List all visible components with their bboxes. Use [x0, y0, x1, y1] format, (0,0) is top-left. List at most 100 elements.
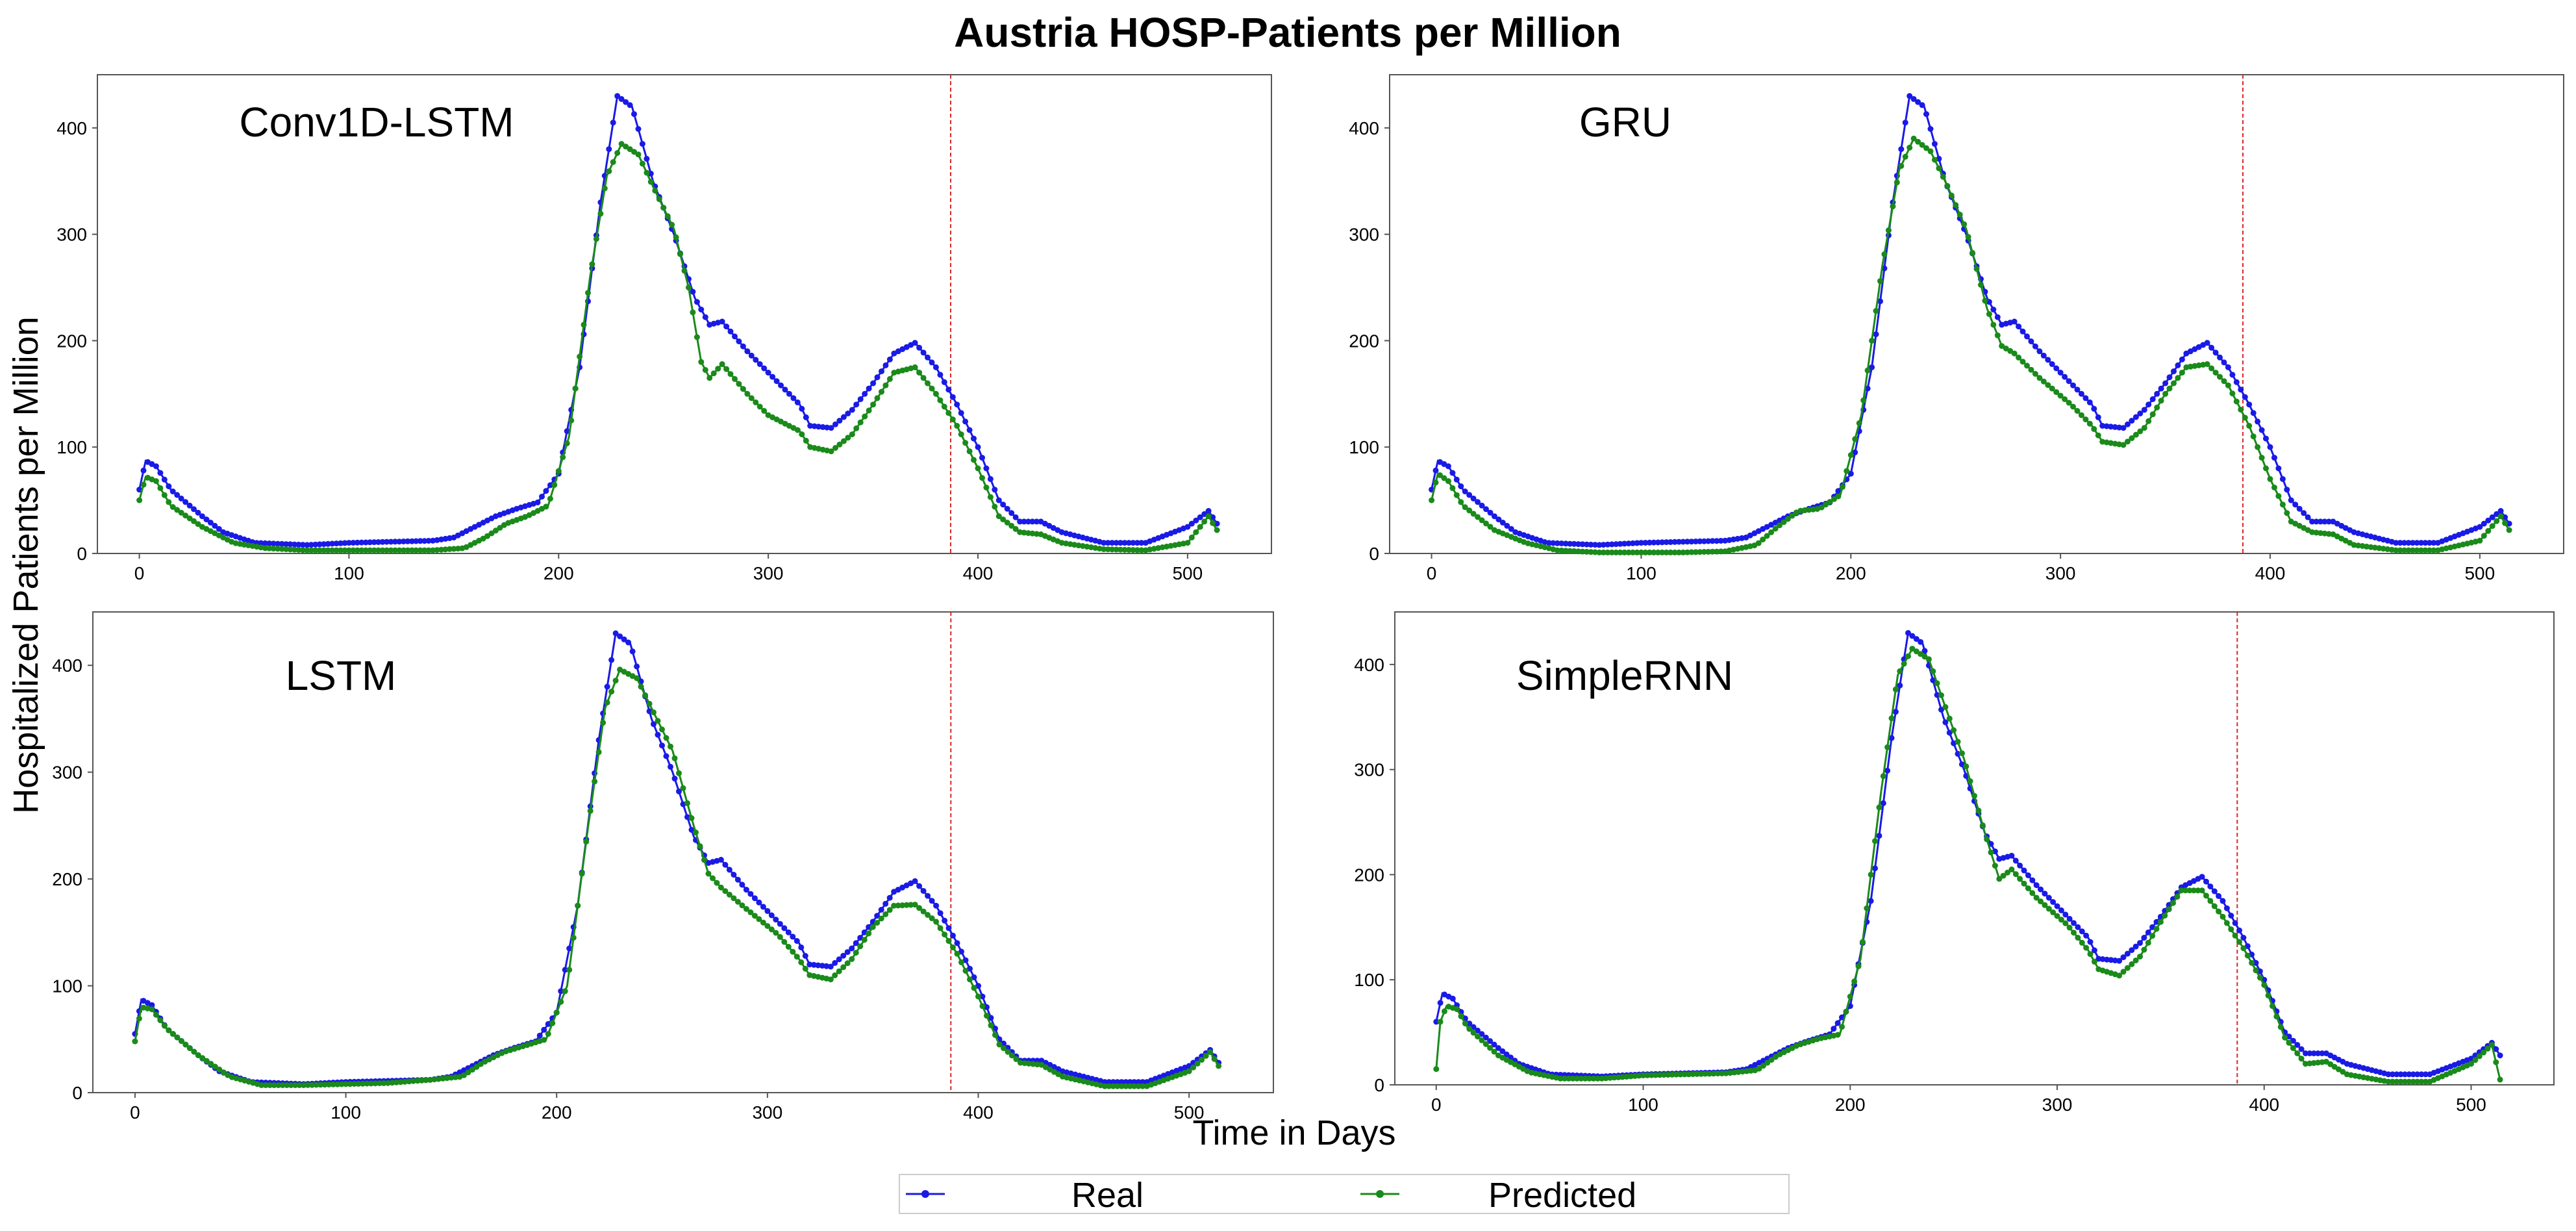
data-point	[2250, 410, 2257, 416]
data-point	[1897, 668, 1903, 674]
data-point	[2017, 876, 2023, 882]
data-point	[570, 935, 577, 941]
data-point	[2091, 958, 2097, 965]
x-tick-label: 500	[1174, 1102, 1205, 1123]
data-point	[2385, 1071, 2392, 1078]
data-point	[1495, 1045, 1501, 1051]
data-point	[1462, 1021, 1468, 1026]
data-point	[625, 639, 632, 646]
subplot-title: GRU	[1579, 99, 1671, 146]
data-point	[313, 1082, 319, 1088]
data-point	[823, 963, 830, 969]
data-point	[2426, 547, 2432, 553]
data-point	[966, 427, 973, 433]
data-point	[803, 414, 809, 420]
data-point	[1437, 472, 1443, 478]
data-point	[2175, 375, 2181, 381]
data-point	[2170, 900, 2176, 906]
data-point	[2294, 1050, 2301, 1056]
data-point	[2087, 951, 2094, 958]
data-point	[1636, 1072, 1642, 1079]
data-point	[1898, 162, 1905, 169]
data-point	[1839, 1024, 1845, 1030]
data-point	[1671, 549, 1678, 555]
data-point	[2054, 903, 2060, 909]
data-point	[333, 547, 340, 553]
data-point	[719, 361, 725, 367]
data-point	[916, 905, 923, 911]
data-point	[2003, 346, 2009, 351]
y-tick-label: 400	[52, 655, 82, 676]
data-point	[849, 945, 855, 952]
data-point	[2418, 1071, 2425, 1078]
data-point	[413, 547, 419, 553]
data-point	[634, 675, 640, 681]
data-point	[2221, 359, 2227, 366]
data-point	[1611, 1074, 1618, 1081]
data-point	[799, 405, 805, 412]
data-point	[2062, 396, 2068, 402]
data-point	[417, 538, 423, 544]
data-point	[308, 542, 314, 548]
data-point	[1118, 1079, 1125, 1085]
y-tick-label: 400	[56, 118, 87, 138]
data-point	[2275, 465, 2282, 472]
data-point	[773, 917, 779, 923]
data-point	[945, 938, 952, 944]
data-point	[368, 1080, 374, 1087]
data-point	[2258, 455, 2265, 461]
data-point	[1001, 1045, 1007, 1052]
data-point	[2249, 959, 2255, 966]
data-point	[614, 93, 621, 99]
data-point	[751, 913, 758, 919]
data-point	[753, 399, 759, 405]
data-point	[1475, 1034, 1481, 1040]
data-point	[2174, 893, 2181, 900]
data-point	[1114, 1079, 1121, 1085]
data-point	[562, 988, 568, 995]
data-point	[1651, 539, 1657, 546]
data-point	[2179, 370, 2185, 376]
data-point	[212, 1063, 218, 1070]
chart-suptitle: Austria HOSP-Patients per Million	[954, 9, 1621, 56]
data-point	[2074, 387, 2081, 393]
data-point	[1101, 1083, 1108, 1089]
data-point	[1760, 1063, 1766, 1069]
data-point	[857, 396, 864, 402]
data-point	[2042, 891, 2048, 897]
data-point	[1571, 548, 1577, 554]
data-point	[334, 1081, 341, 1087]
data-point	[2242, 394, 2248, 400]
data-point	[627, 102, 633, 108]
data-point	[2124, 950, 2131, 957]
data-point	[1665, 1072, 1671, 1078]
data-point	[1655, 539, 1661, 546]
data-point	[2481, 1049, 2487, 1056]
data-point	[1205, 508, 1212, 514]
data-point	[600, 720, 606, 726]
data-point	[354, 547, 360, 553]
data-point	[1592, 542, 1598, 548]
y-tick-label: 300	[1354, 760, 1384, 780]
data-point	[748, 395, 755, 401]
data-point	[2050, 909, 2057, 915]
data-point	[1934, 692, 1940, 698]
data-point	[2054, 913, 2060, 919]
data-point	[330, 1081, 336, 1087]
data-point	[2494, 518, 2500, 524]
data-point	[971, 457, 977, 463]
y-tick-label: 100	[1349, 437, 1379, 457]
data-point	[1197, 524, 1203, 530]
data-point	[1619, 1074, 1626, 1080]
data-point	[1701, 549, 1707, 555]
data-point	[1663, 539, 1669, 546]
legend-real-marker	[921, 1190, 929, 1198]
data-point	[2099, 423, 2106, 429]
data-point	[1768, 1057, 1775, 1063]
data-point	[664, 213, 671, 220]
data-point	[1487, 1045, 1494, 1051]
data-point	[388, 547, 394, 553]
data-point	[2086, 399, 2093, 405]
data-point	[886, 375, 893, 382]
data-point	[1868, 898, 1874, 904]
